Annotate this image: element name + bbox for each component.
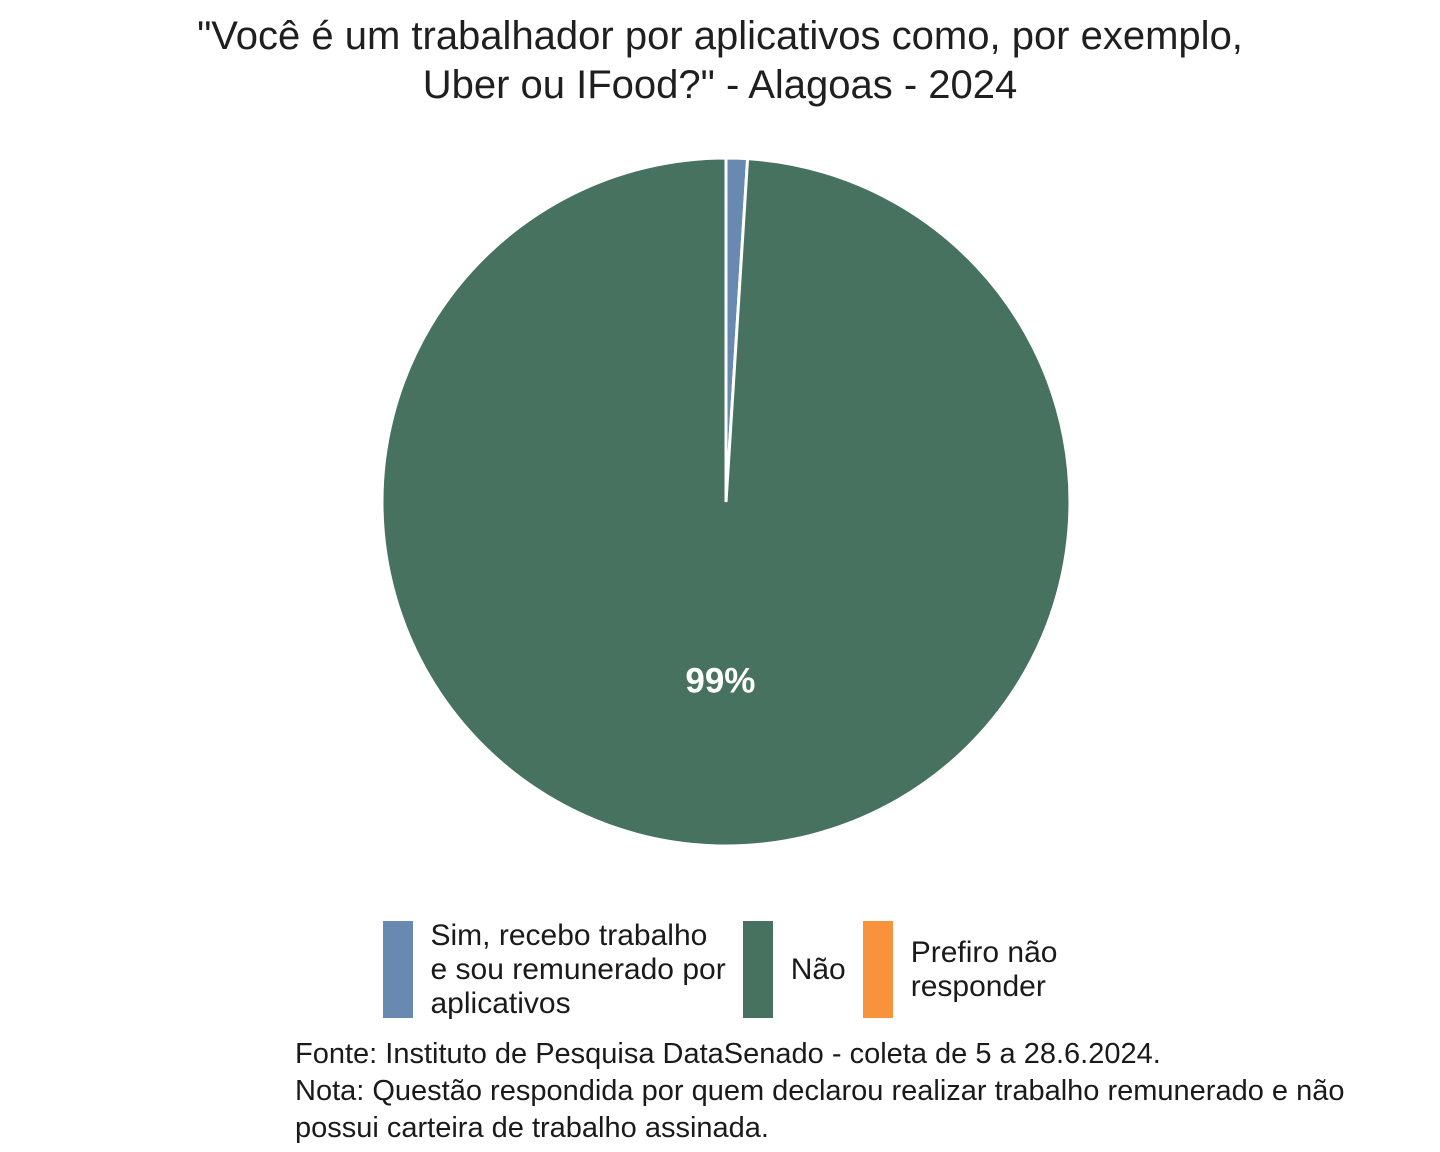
caption-note-line-1: Nota: Questão respondida por quem declar… [295, 1075, 1345, 1107]
legend-label-3: Prefiro não responder [910, 935, 1058, 1003]
legend-swatch-1 [382, 921, 413, 1018]
pie-value-label-2: 99% [685, 661, 755, 700]
legend-label-2: Não [790, 952, 846, 986]
legend-swatch-3 [862, 921, 893, 1018]
caption-note-line-2: possui carteira de trabalho assinada. [295, 1112, 769, 1144]
legend: Sim, recebo trabalho e sou remunerado po… [0, 918, 1440, 1020]
chart-title: "Você é um trabalhador por aplicativos c… [0, 12, 1440, 110]
pie-slice-2 [380, 156, 1072, 848]
pie-chart: 99% [380, 156, 1072, 848]
caption: Fonte: Instituto de Pesquisa DataSenado … [295, 1036, 1344, 1147]
legend-label-1: Sim, recebo trabalho e sou remunerado po… [430, 918, 726, 1020]
legend-swatch-2 [742, 921, 773, 1018]
legend-item-3: Prefiro não responder [862, 921, 1058, 1018]
caption-source-line: Fonte: Instituto de Pesquisa DataSenado … [295, 1038, 1161, 1070]
legend-item-1: Sim, recebo trabalho e sou remunerado po… [382, 918, 726, 1020]
chart-title-line-2: Uber ou IFood?" - Alagoas - 2024 [422, 63, 1018, 107]
chart-title-line-1: "Você é um trabalhador por aplicativos c… [197, 14, 1243, 58]
legend-item-2: Não [742, 921, 846, 1018]
